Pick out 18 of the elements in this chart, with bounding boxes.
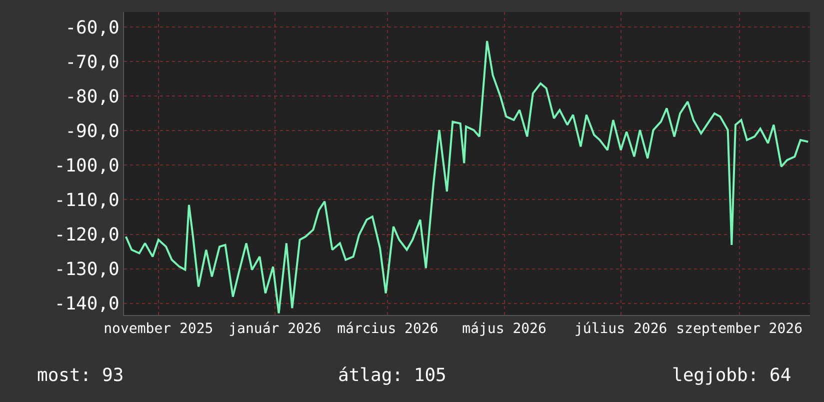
x-tick-label: május 2026 [462, 320, 546, 337]
y-tick-label: -60,0 [65, 17, 120, 38]
y-tick-label: -110,0 [54, 190, 120, 212]
text: legjobb: 64 [672, 365, 792, 386]
y-tick-label: -140,0 [54, 294, 120, 315]
y-tick-label: -80,0 [65, 86, 120, 108]
y-tick-label: -90,0 [65, 121, 120, 142]
x-tick-label: november 2025 [104, 320, 214, 337]
x-tick-label: január 2026 [228, 320, 322, 337]
text: átlag: 105 [338, 365, 446, 386]
text: most: 93 [37, 365, 124, 386]
y-tick-label: -100,0 [54, 156, 120, 177]
y-tick-label: -70,0 [65, 52, 120, 73]
x-tick-label: szeptember 2026 [676, 320, 803, 337]
y-tick-label: -120,0 [54, 224, 120, 246]
x-tick-label: július 2026 [574, 320, 668, 337]
y-tick-label: -130,0 [54, 259, 120, 280]
x-tick-label: március 2026 [337, 320, 438, 337]
